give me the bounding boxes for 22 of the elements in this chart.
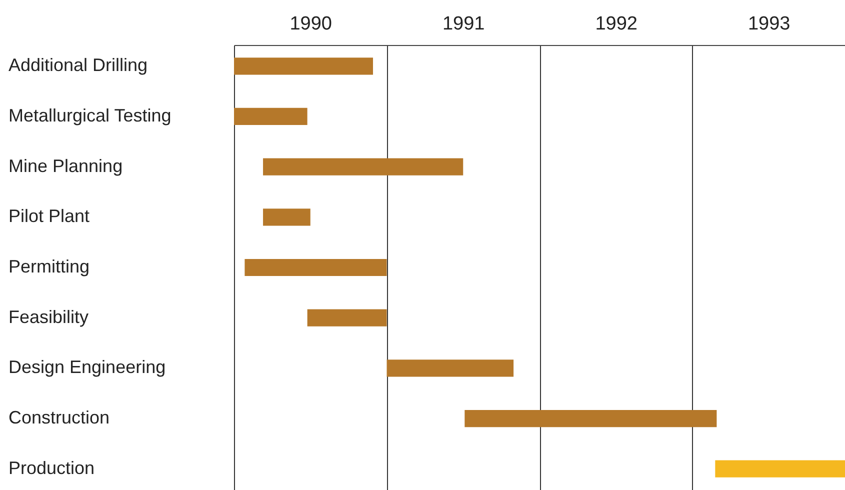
y-tick-label: Metallurgical Testing — [8, 105, 172, 126]
bar — [234, 108, 308, 126]
bar — [234, 58, 374, 75]
y-tick-label: Feasibility — [8, 306, 89, 327]
y-tick-label: Mine Planning — [8, 156, 123, 176]
bar — [386, 360, 514, 377]
y-tick-label: Additional Drilling — [8, 55, 148, 76]
bar — [244, 258, 387, 276]
x-tick-label: 1991 — [442, 14, 485, 34]
bar — [715, 460, 845, 478]
bar — [263, 158, 464, 176]
x-tick-label: 1993 — [748, 14, 790, 34]
bar — [307, 309, 387, 326]
y-tick-label: Design Engineering — [8, 357, 166, 378]
y-tick-label: Pilot Plant — [8, 206, 90, 226]
y-tick-label: Permitting — [8, 256, 90, 276]
y-tick-label: Production — [8, 458, 95, 478]
bar — [263, 208, 310, 226]
x-tick-label: 1992 — [595, 14, 638, 34]
bar — [464, 410, 717, 428]
x-tick-label: 1990 — [290, 14, 332, 34]
y-tick-label: Construction — [8, 408, 110, 428]
